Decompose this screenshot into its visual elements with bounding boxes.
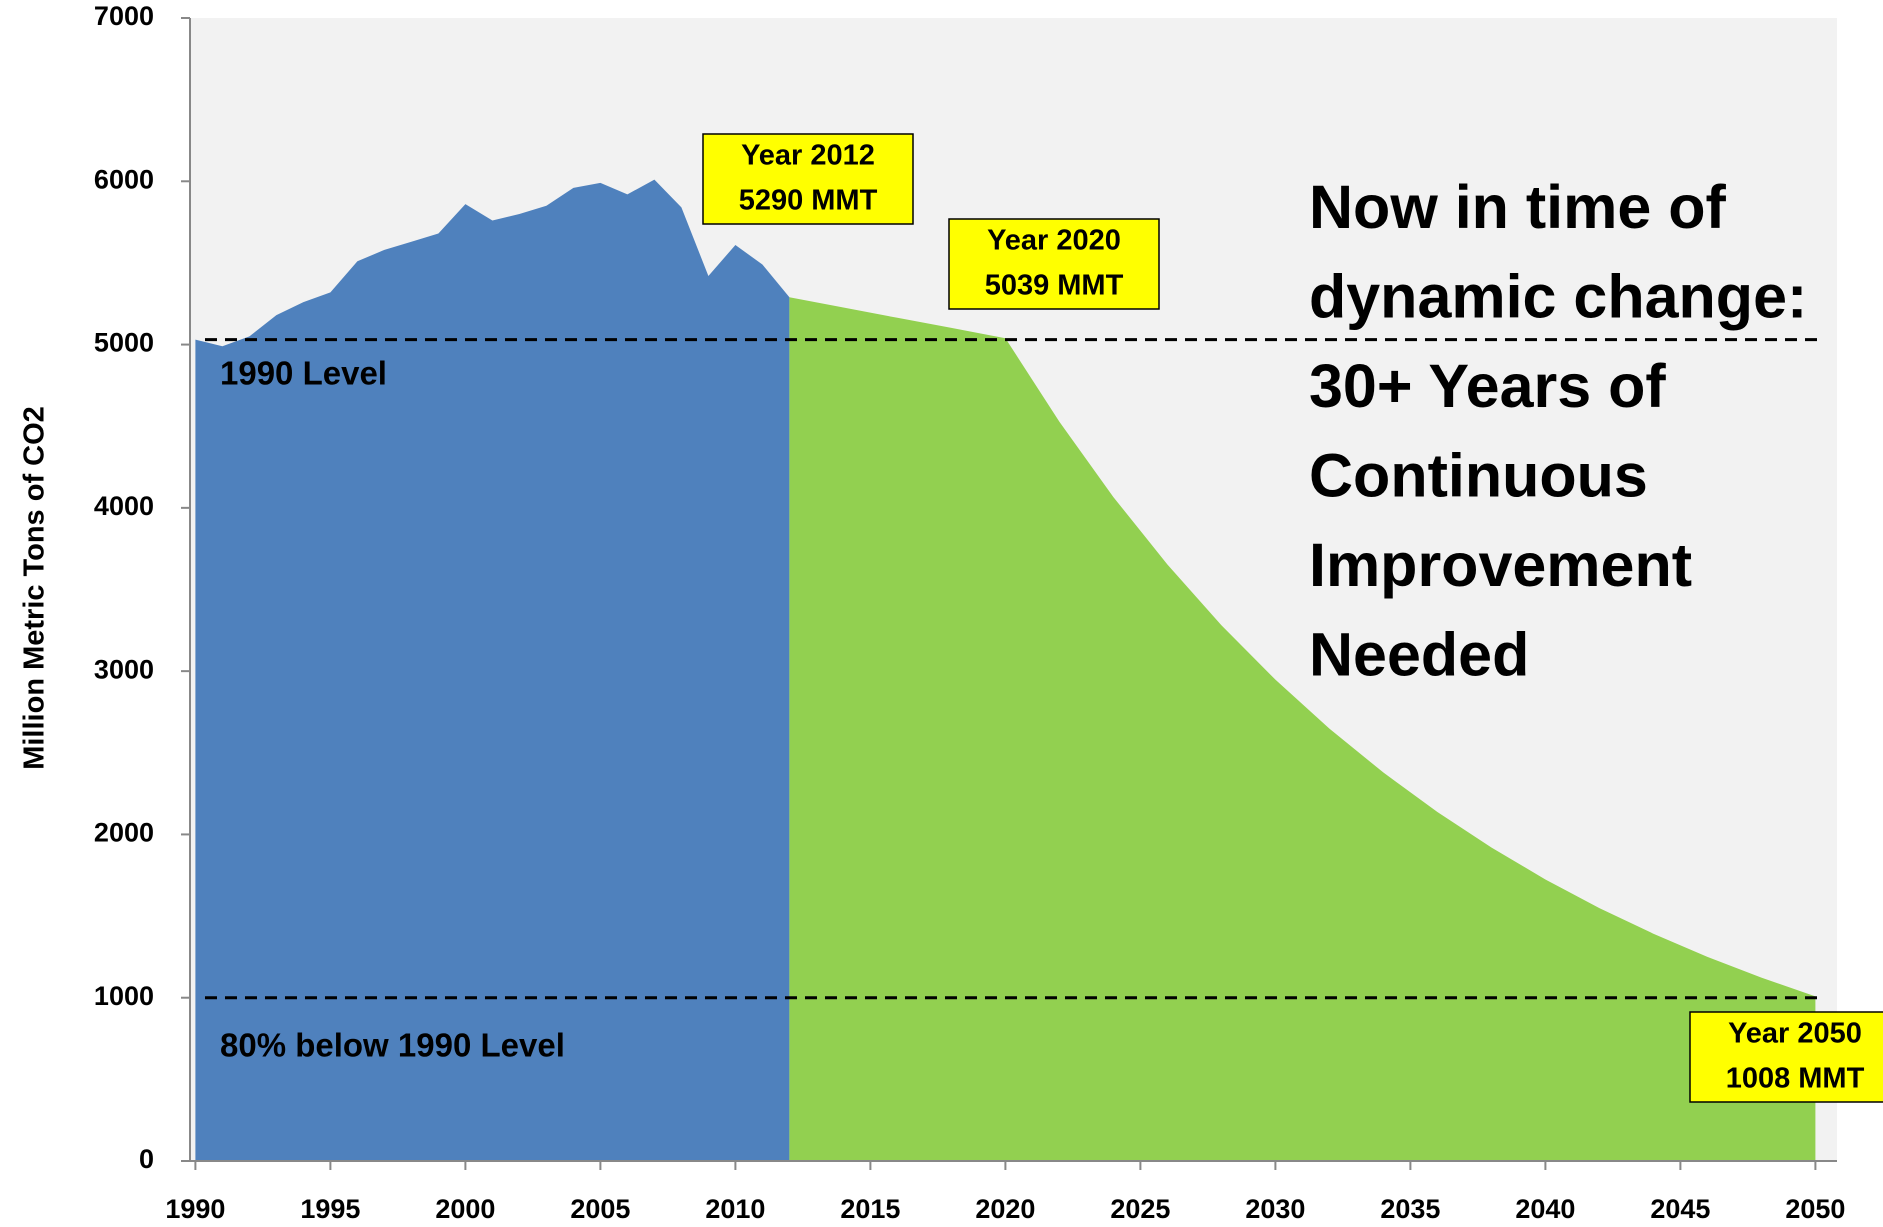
area (789, 297, 1816, 1161)
annotation-text: 1008 MMT (1726, 1063, 1865, 1095)
annotation-text: Year 2020 (987, 225, 1121, 257)
note-text: 30+ Years of (1309, 352, 1666, 420)
y-tick-label: 0 (139, 1144, 154, 1174)
x-tick-label: 2035 (1380, 1194, 1440, 1224)
x-tick-label: 2000 (435, 1194, 495, 1224)
x-tick-label: 2045 (1650, 1194, 1710, 1224)
x-tick-label: 1995 (300, 1194, 360, 1224)
note-text: Now in time of (1309, 173, 1727, 241)
note-text: Continuous (1309, 442, 1648, 510)
x-tick-label: 2030 (1245, 1194, 1305, 1224)
annotation-text: Year 2050 (1728, 1018, 1862, 1050)
x-tick-label: 2020 (975, 1194, 1035, 1224)
y-tick-label: 6000 (94, 164, 154, 194)
reference-label: 1990 Level (220, 354, 387, 391)
annotation-box (948, 218, 1160, 310)
x-tick-label: 1990 (165, 1194, 225, 1224)
y-tick-label: 2000 (94, 818, 154, 848)
reference-label: 80% below 1990 Level (220, 1026, 565, 1063)
note-text: dynamic change: (1309, 263, 1807, 331)
y-tick-label: 5000 (94, 328, 154, 358)
annotation-text: 5039 MMT (985, 270, 1124, 302)
y-tick-label: 1000 (94, 981, 154, 1011)
x-tick-label: 2050 (1785, 1194, 1845, 1224)
annotation-text: Year 2012 (741, 140, 875, 172)
y-tick-label: 4000 (94, 491, 154, 521)
area (195, 179, 790, 1162)
annotation-box (702, 133, 914, 225)
x-tick-label: 2005 (570, 1194, 630, 1224)
y-tick-label: 7000 (94, 1, 154, 31)
annotation-box (1689, 1011, 1883, 1103)
x-tick-label: 2015 (840, 1194, 900, 1224)
annotation-text: 5290 MMT (739, 185, 878, 217)
note-text: Improvement (1309, 531, 1692, 599)
x-tick-label: 2040 (1515, 1194, 1575, 1224)
y-tick-label: 3000 (94, 654, 154, 684)
note-text: Needed (1309, 621, 1529, 689)
x-tick-label: 2025 (1110, 1194, 1170, 1224)
x-tick-label: 2010 (705, 1194, 765, 1224)
y-axis-label: Million Metric Tons of CO2 (19, 406, 51, 770)
